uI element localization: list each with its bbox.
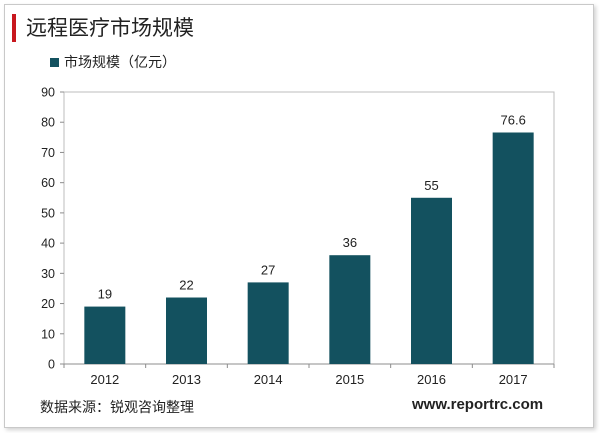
legend-swatch bbox=[50, 57, 59, 67]
y-tick-label: 0 bbox=[48, 358, 55, 372]
website-url: www.reportrc.com bbox=[412, 396, 544, 413]
data-label: 55 bbox=[424, 178, 438, 193]
y-tick-label: 80 bbox=[41, 116, 55, 130]
data-label: 19 bbox=[98, 287, 112, 302]
y-tick-label: 20 bbox=[41, 297, 55, 311]
y-tick-label: 70 bbox=[41, 146, 55, 160]
source-note: 数据来源：锐观咨询整理 bbox=[40, 400, 194, 416]
data-label: 27 bbox=[261, 262, 275, 277]
data-label: 22 bbox=[179, 278, 193, 293]
bar bbox=[84, 306, 126, 364]
data-label: 76.6 bbox=[501, 112, 526, 127]
x-tick-label: 2017 bbox=[499, 372, 528, 387]
title-accent-bar bbox=[12, 14, 16, 42]
legend: 市场规模（亿元） bbox=[50, 52, 176, 72]
y-tick-label: 30 bbox=[41, 267, 55, 281]
y-tick-label: 40 bbox=[41, 237, 55, 251]
x-tick-label: 2016 bbox=[417, 372, 446, 387]
x-tick-label: 2013 bbox=[172, 372, 201, 387]
bar bbox=[166, 297, 207, 364]
bar bbox=[492, 132, 534, 364]
y-tick-label: 10 bbox=[41, 327, 55, 341]
chart-title: 远程医疗市场规模 bbox=[26, 16, 194, 40]
data-label: 36 bbox=[343, 235, 357, 250]
bar bbox=[411, 197, 452, 364]
x-tick-label: 2015 bbox=[335, 372, 364, 387]
legend-label: 市场规模（亿元） bbox=[64, 55, 176, 71]
y-tick-label: 50 bbox=[41, 206, 55, 220]
x-tick-label: 2014 bbox=[254, 372, 283, 387]
bar bbox=[247, 282, 289, 364]
plot-border bbox=[63, 91, 555, 365]
y-tick-label: 60 bbox=[41, 176, 55, 190]
y-tick-label: 90 bbox=[41, 86, 55, 100]
x-tick-label: 2012 bbox=[90, 372, 119, 387]
bar bbox=[329, 255, 371, 364]
